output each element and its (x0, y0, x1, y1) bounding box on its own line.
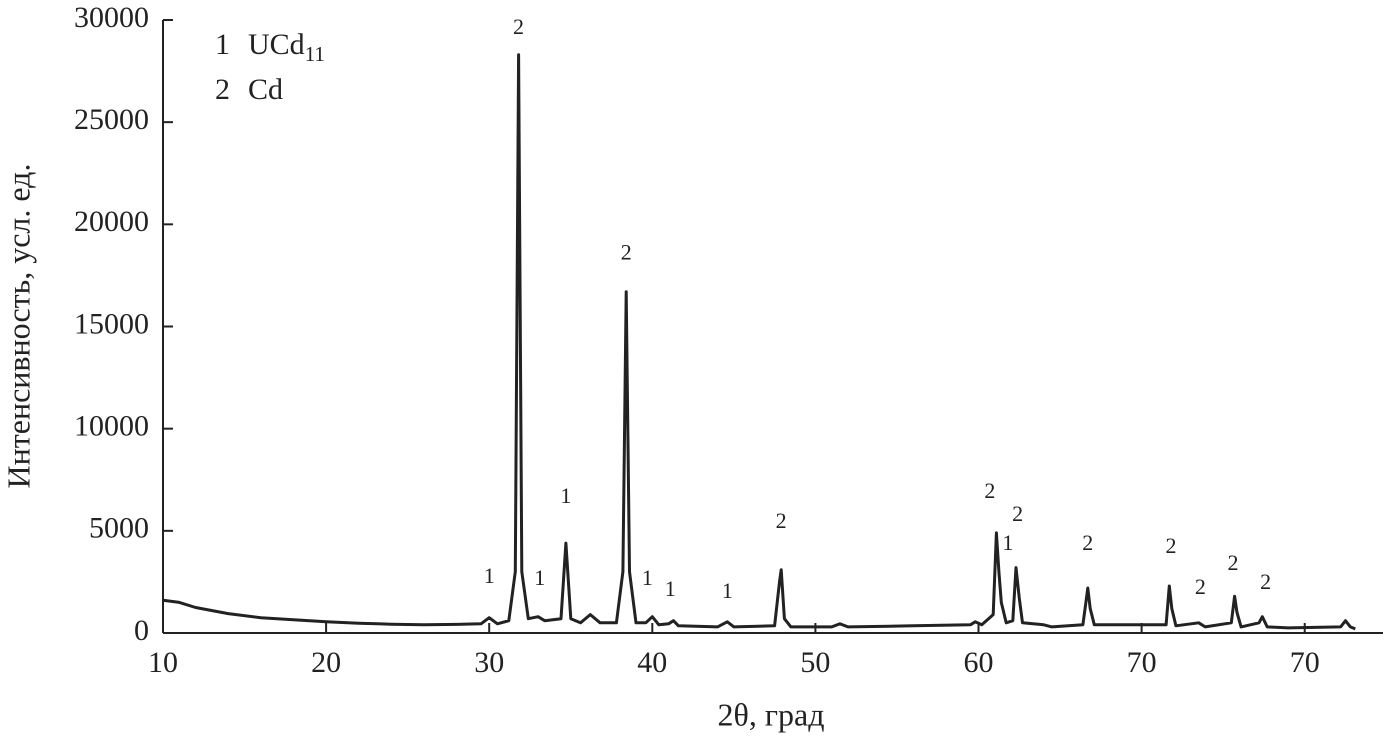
x-tick-label: 20 (311, 646, 341, 679)
legend-label: Cd (248, 73, 283, 106)
x-tick-label: 10 (148, 646, 178, 679)
peak-annotation: 2 (984, 478, 995, 503)
x-tick-label: 60 (964, 646, 994, 679)
legend-number: 1 (215, 28, 230, 61)
x-tick-label: 50 (800, 646, 830, 679)
peak-annotation: 2 (1082, 530, 1093, 555)
y-axis-label: Интенсивность, усл. ед. (0, 164, 36, 489)
peak-annotation: 2 (1260, 569, 1271, 594)
peak-annotation: 2 (1012, 501, 1023, 526)
legend: 1 UCd11 2 Cd (215, 28, 325, 106)
peak-annotation: 2 (1195, 574, 1206, 599)
x-tick-label: 70 (1290, 646, 1320, 679)
y-tick-label: 10000 (74, 410, 149, 443)
x-tick-label: 30 (474, 646, 504, 679)
legend-label: UCd11 (248, 28, 325, 66)
x-tick-label: 70 (1127, 646, 1157, 679)
y-tick-label: 30000 (74, 1, 149, 34)
peak-annotation: 1 (484, 563, 495, 588)
peak-annotation: 1 (560, 483, 571, 508)
peak-annotation: 2 (621, 239, 632, 264)
y-tick-label: 5000 (89, 512, 149, 545)
peak-annotation: 1 (665, 576, 676, 601)
peak-annotation: 2 (1227, 550, 1238, 575)
y-tick-label: 20000 (74, 205, 149, 238)
data-line (162, 53, 1356, 631)
y-tick-label: 0 (134, 614, 149, 647)
peak-annotation: 2 (1165, 533, 1176, 558)
peak-annotation: 1 (1002, 530, 1013, 555)
x-axis-label: 2θ, град (718, 696, 825, 732)
legend-number: 2 (215, 73, 230, 106)
peak-annotation: 2 (513, 14, 524, 39)
peak-annotation: 2 (776, 508, 787, 533)
y-tick-label: 25000 (74, 103, 149, 136)
peak-annotation: 1 (534, 565, 545, 590)
peak-annotation: 1 (642, 565, 653, 590)
y-tick-label: 15000 (74, 307, 149, 340)
peak-annotation: 1 (722, 578, 733, 603)
x-tick-label: 40 (637, 646, 667, 679)
